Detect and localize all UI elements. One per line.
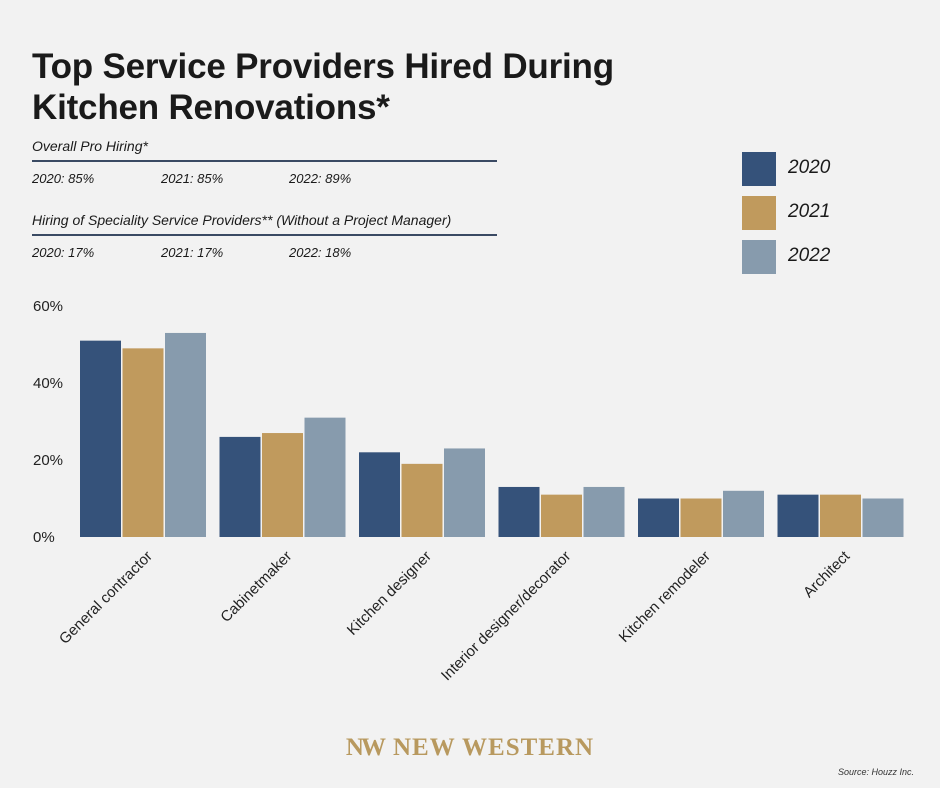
overall-stat-2020: 2020: 85% [32,171,95,186]
bar-2022 [304,417,346,537]
bar-2021 [541,494,582,537]
specialty-hiring-stats: 2020: 17% 2021: 17% 2022: 18% [32,245,497,265]
bar-2020 [80,340,121,537]
chart-title-line-1: Top Service Providers Hired During [32,47,614,86]
x-category-label: Cabinetmaker [217,548,295,626]
overall-stat-2021: 2021: 85% [161,171,224,186]
bar-2020 [638,498,679,537]
specialty-hiring-heading: Hiring of Speciality Service Providers**… [32,212,497,236]
x-category-label: Kitchen designer [344,548,435,639]
bar-2020 [498,486,540,537]
logo-text: NEW WESTERN [392,734,595,761]
chart-title-line-2: Kitchen Renovations* [32,88,390,127]
legend-label-2022: 2022 [788,245,831,266]
x-category-label: Kitchen remodeler [616,548,714,646]
logo-mark: NW [345,734,386,761]
bar-2021 [401,463,443,537]
bar-chart: 0% 20% 40% 60% General contractor Cabinetmake… [33,298,904,684]
specialty-stat-2021: 2021: 17% [161,245,224,260]
bar-2021 [820,494,861,537]
source-note: Source: Houzz Inc. [837,767,914,777]
specialty-stat-2020: 2020: 17% [32,245,95,260]
overall-hiring-stats: 2020: 85% 2021: 85% 2022: 89% [32,171,497,191]
bar-2022 [583,486,625,537]
bar-2021 [680,498,722,537]
overall-stat-2022: 2022: 89% [289,171,352,186]
x-category-label: Interior designer/decorator [438,548,574,684]
bar-2021 [122,348,164,537]
legend-swatch-2022 [742,240,776,274]
legend-label-2021: 2021 [788,201,831,222]
legend-label-2020: 2020 [788,157,831,178]
y-tick-label: 60% [33,298,63,315]
bar-2022 [165,332,206,537]
bar-2021 [262,433,303,537]
specialty-stat-2022: 2022: 18% [289,245,352,260]
y-tick-label: 40% [33,375,63,392]
x-category-label: Architect [800,547,854,601]
bar-2020 [359,452,400,537]
bar-2020 [219,436,261,537]
new-western-logo: NW NEW WESTERN [0,734,940,762]
chart-title: Top Service Providers Hired During Kitch… [32,46,652,128]
bar-2020 [777,494,819,537]
overall-hiring-heading: Overall Pro Hiring* [32,138,497,162]
y-tick-label: 20% [33,452,63,469]
legend-swatch-2020 [742,152,776,186]
x-category-label: General contractor [56,548,156,648]
bar-2022 [862,498,904,537]
legend-swatch-2021 [742,196,776,230]
specialty-hiring-block: Hiring of Speciality Service Providers**… [32,212,497,265]
overall-hiring-block: Overall Pro Hiring* 2020: 85% 2021: 85% … [32,138,497,191]
y-tick-label: 0% [33,529,55,546]
bar-2022 [723,490,764,537]
bar-2022 [444,448,485,537]
